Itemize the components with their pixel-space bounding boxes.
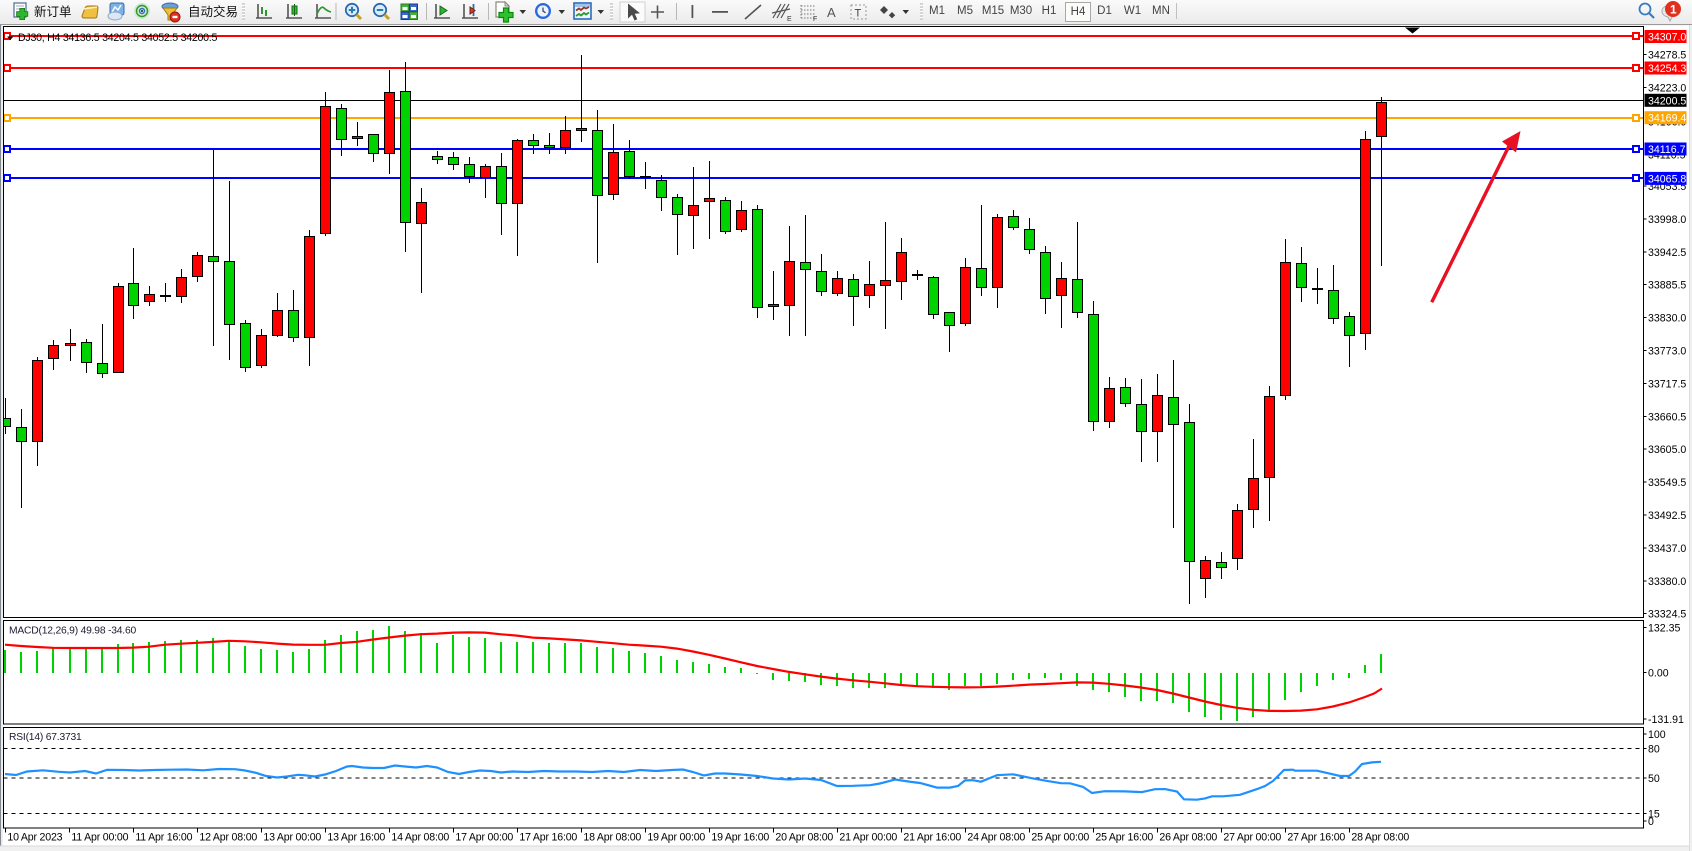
svg-text:33773.0: 33773.0 <box>1648 346 1686 358</box>
svg-text:34254.3: 34254.3 <box>1648 63 1686 75</box>
svg-text:132.35: 132.35 <box>1648 623 1681 635</box>
svg-text:MACD(12,26,9) 49.98 -34.60: MACD(12,26,9) 49.98 -34.60 <box>9 626 136 637</box>
svg-text:50: 50 <box>1648 773 1660 785</box>
svg-text:13 Apr 00:00: 13 Apr 00:00 <box>263 832 321 844</box>
svg-text:33942.5: 33942.5 <box>1648 247 1686 259</box>
svg-text:33605.0: 33605.0 <box>1648 444 1686 456</box>
svg-text:33998.0: 33998.0 <box>1648 214 1686 226</box>
svg-text:DJ30, H4 34136.5 34204.5 34052: DJ30, H4 34136.5 34204.5 34052.5 34200.5 <box>18 32 217 44</box>
svg-text:25 Apr 00:00: 25 Apr 00:00 <box>1031 832 1089 844</box>
svg-text:34169.4: 34169.4 <box>1648 113 1686 125</box>
svg-text:34200.5: 34200.5 <box>1648 95 1686 107</box>
svg-text:-131.91: -131.91 <box>1648 714 1684 726</box>
svg-text:33717.5: 33717.5 <box>1648 378 1686 390</box>
svg-text:0: 0 <box>1648 816 1654 828</box>
svg-text:17 Apr 00:00: 17 Apr 00:00 <box>455 832 513 844</box>
svg-text:12 Apr 08:00: 12 Apr 08:00 <box>199 832 257 844</box>
svg-text:新订单: 新订单 <box>34 4 72 19</box>
svg-text:E: E <box>787 16 792 23</box>
svg-text:18 Apr 08:00: 18 Apr 08:00 <box>583 832 641 844</box>
svg-text:21 Apr 00:00: 21 Apr 00:00 <box>839 832 897 844</box>
svg-text:33549.5: 33549.5 <box>1648 477 1686 489</box>
svg-text:33380.0: 33380.0 <box>1648 576 1686 588</box>
svg-text:100: 100 <box>1648 729 1666 741</box>
svg-text:15: 15 <box>1648 808 1660 820</box>
svg-text:33437.0: 33437.0 <box>1648 543 1686 555</box>
svg-text:33492.5: 33492.5 <box>1648 510 1686 522</box>
svg-text:27 Apr 00:00: 27 Apr 00:00 <box>1223 832 1281 844</box>
svg-text:34065.8: 34065.8 <box>1648 173 1686 185</box>
svg-text:10 Apr 2023: 10 Apr 2023 <box>7 832 62 844</box>
svg-text:33885.5: 33885.5 <box>1648 280 1686 292</box>
svg-text:自动交易: 自动交易 <box>188 4 238 19</box>
svg-text:14 Apr 08:00: 14 Apr 08:00 <box>391 832 449 844</box>
svg-text:80: 80 <box>1648 744 1660 756</box>
svg-text:F: F <box>813 16 817 23</box>
svg-text:21 Apr 16:00: 21 Apr 16:00 <box>903 832 961 844</box>
svg-text:26 Apr 08:00: 26 Apr 08:00 <box>1159 832 1217 844</box>
svg-text:34278.5: 34278.5 <box>1648 49 1686 61</box>
svg-text:33830.0: 33830.0 <box>1648 313 1686 325</box>
svg-text:19 Apr 00:00: 19 Apr 00:00 <box>647 832 705 844</box>
svg-text:11 Apr 00:00: 11 Apr 00:00 <box>71 832 128 844</box>
svg-text:28 Apr 08:00: 28 Apr 08:00 <box>1351 832 1409 844</box>
svg-text:33324.5: 33324.5 <box>1648 609 1686 621</box>
svg-text:27 Apr 16:00: 27 Apr 16:00 <box>1287 832 1345 844</box>
svg-text:17 Apr 16:00: 17 Apr 16:00 <box>519 832 577 844</box>
svg-text:34223.0: 34223.0 <box>1648 82 1686 94</box>
svg-text:0.00: 0.00 <box>1648 668 1669 680</box>
svg-text:RSI(14) 67.3731: RSI(14) 67.3731 <box>9 732 82 743</box>
svg-text:25 Apr 16:00: 25 Apr 16:00 <box>1095 832 1153 844</box>
svg-text:20 Apr 08:00: 20 Apr 08:00 <box>775 832 833 844</box>
svg-text:33660.5: 33660.5 <box>1648 411 1686 423</box>
svg-text:24 Apr 08:00: 24 Apr 08:00 <box>967 832 1025 844</box>
svg-text:1: 1 <box>1670 3 1677 17</box>
svg-text:11 Apr 16:00: 11 Apr 16:00 <box>135 832 192 844</box>
svg-text:T: T <box>855 8 862 20</box>
svg-text:34307.0: 34307.0 <box>1648 32 1686 44</box>
svg-text:13 Apr 16:00: 13 Apr 16:00 <box>327 832 385 844</box>
svg-text:A: A <box>827 5 836 20</box>
svg-text:19 Apr 16:00: 19 Apr 16:00 <box>711 832 769 844</box>
svg-text:34116.7: 34116.7 <box>1648 144 1686 156</box>
